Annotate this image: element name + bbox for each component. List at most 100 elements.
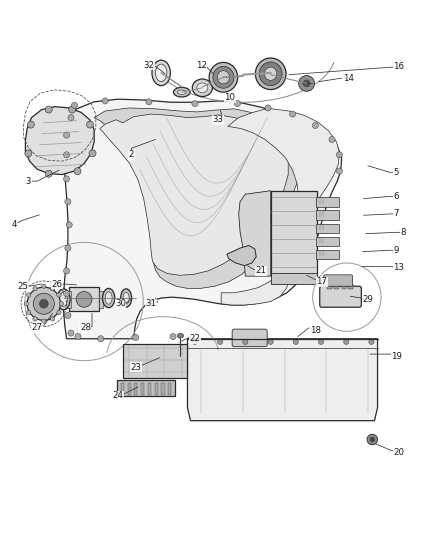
Ellipse shape	[177, 334, 184, 338]
Bar	[67, 290, 71, 308]
Circle shape	[50, 286, 55, 290]
Circle shape	[293, 339, 298, 344]
Ellipse shape	[57, 289, 70, 310]
Polygon shape	[100, 114, 288, 275]
Text: 31: 31	[145, 299, 157, 308]
Text: 26: 26	[51, 279, 63, 288]
Circle shape	[64, 268, 70, 274]
Circle shape	[343, 339, 349, 344]
Circle shape	[57, 293, 61, 297]
Text: 28: 28	[80, 324, 91, 332]
FancyBboxPatch shape	[271, 273, 317, 284]
Circle shape	[192, 101, 198, 107]
Polygon shape	[25, 107, 94, 174]
Ellipse shape	[173, 87, 190, 97]
Circle shape	[69, 106, 76, 113]
Circle shape	[312, 123, 318, 128]
Circle shape	[268, 339, 273, 344]
FancyBboxPatch shape	[69, 287, 99, 311]
Ellipse shape	[123, 292, 129, 304]
Polygon shape	[94, 108, 302, 288]
FancyBboxPatch shape	[232, 329, 267, 346]
Circle shape	[33, 286, 37, 290]
Polygon shape	[64, 99, 342, 339]
Text: 12: 12	[196, 61, 207, 69]
Ellipse shape	[197, 83, 208, 93]
Ellipse shape	[60, 292, 67, 306]
Circle shape	[329, 136, 335, 142]
Text: 23: 23	[130, 363, 141, 372]
Text: 10: 10	[224, 93, 236, 102]
Circle shape	[89, 150, 96, 157]
Circle shape	[57, 310, 61, 314]
Circle shape	[25, 150, 32, 157]
Circle shape	[45, 170, 52, 177]
Ellipse shape	[105, 292, 112, 304]
Circle shape	[192, 339, 198, 344]
Circle shape	[27, 121, 34, 128]
Text: 21: 21	[255, 266, 266, 276]
Ellipse shape	[209, 62, 237, 92]
Circle shape	[27, 287, 60, 320]
Circle shape	[68, 115, 74, 120]
Circle shape	[26, 310, 31, 314]
Circle shape	[265, 105, 271, 111]
Text: 20: 20	[393, 448, 404, 457]
Text: 18: 18	[310, 326, 321, 335]
FancyBboxPatch shape	[316, 250, 339, 260]
Circle shape	[74, 168, 81, 175]
Circle shape	[303, 80, 310, 87]
Circle shape	[33, 293, 54, 314]
Circle shape	[68, 330, 74, 336]
Circle shape	[26, 293, 31, 297]
FancyBboxPatch shape	[271, 191, 317, 276]
FancyBboxPatch shape	[324, 275, 353, 286]
Circle shape	[146, 99, 152, 105]
Ellipse shape	[217, 71, 230, 84]
Text: 27: 27	[32, 324, 43, 332]
Bar	[99, 290, 103, 308]
Circle shape	[42, 284, 46, 288]
Text: 14: 14	[343, 74, 354, 83]
Text: 25: 25	[17, 282, 28, 290]
Polygon shape	[187, 339, 378, 421]
Text: 8: 8	[400, 228, 406, 237]
Circle shape	[76, 292, 92, 307]
Circle shape	[75, 334, 81, 340]
Circle shape	[50, 317, 55, 321]
Text: 33: 33	[212, 115, 223, 124]
Text: 16: 16	[393, 62, 404, 71]
FancyBboxPatch shape	[316, 223, 339, 233]
Text: 4: 4	[12, 220, 17, 229]
Ellipse shape	[102, 288, 115, 308]
Polygon shape	[221, 109, 339, 305]
Circle shape	[71, 102, 78, 108]
Circle shape	[98, 336, 104, 342]
Circle shape	[39, 300, 48, 308]
Ellipse shape	[192, 79, 212, 96]
Circle shape	[24, 302, 28, 306]
Circle shape	[218, 339, 223, 344]
Circle shape	[59, 302, 64, 306]
Bar	[342, 284, 346, 289]
Text: 2: 2	[129, 150, 134, 159]
Text: 7: 7	[394, 209, 399, 219]
Circle shape	[45, 106, 52, 113]
Bar	[134, 383, 138, 395]
FancyBboxPatch shape	[123, 344, 187, 378]
Circle shape	[299, 76, 314, 91]
Ellipse shape	[265, 67, 277, 80]
Circle shape	[42, 319, 46, 324]
Circle shape	[370, 437, 374, 442]
Ellipse shape	[152, 60, 170, 86]
Circle shape	[318, 339, 324, 344]
Circle shape	[336, 168, 343, 174]
Circle shape	[290, 111, 296, 117]
Text: 32: 32	[143, 61, 155, 69]
Circle shape	[87, 121, 94, 128]
FancyBboxPatch shape	[117, 381, 175, 395]
Bar	[148, 383, 151, 395]
Circle shape	[64, 290, 70, 297]
Circle shape	[64, 132, 70, 138]
Bar	[334, 284, 339, 289]
